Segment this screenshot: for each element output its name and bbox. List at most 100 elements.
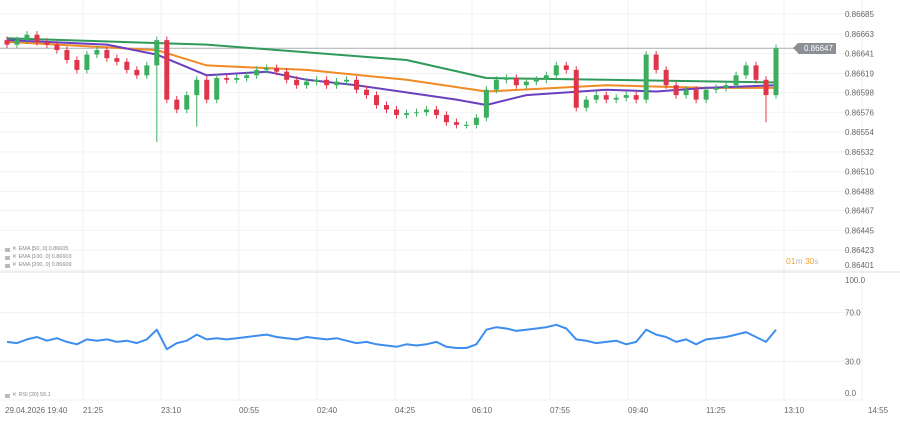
candle-body xyxy=(523,81,529,86)
candle-body xyxy=(214,78,220,100)
y-tick-label: 0.86445 xyxy=(845,226,874,235)
candle-body xyxy=(354,79,360,90)
x-tick-label: 11:25 xyxy=(706,406,726,415)
rsi-tick-label: 0.0 xyxy=(845,389,857,398)
candle-body xyxy=(633,95,639,100)
legend-ema50[interactable]: ✕ EMA [50, 0] 0.86605 xyxy=(5,246,68,253)
candle-body xyxy=(244,75,250,78)
y-tick-label: 0.86532 xyxy=(845,148,874,157)
x-tick-label: 23:10 xyxy=(161,406,182,415)
candle-body xyxy=(304,81,310,86)
candle-body xyxy=(74,59,80,70)
candle-body xyxy=(703,89,709,100)
x-tick-label: 00:55 xyxy=(239,406,260,415)
candle-body xyxy=(334,81,340,86)
candle-body xyxy=(314,79,320,82)
candle-body xyxy=(184,95,190,110)
candle-body xyxy=(613,97,619,100)
close-icon[interactable]: ✕ xyxy=(12,262,17,268)
last-price-tag: 0.86647 xyxy=(793,43,836,54)
legend-label: EMA [200, 0] 0.86609 xyxy=(18,262,72,268)
candle-body xyxy=(513,78,519,86)
y-tick-label: 0.86685 xyxy=(845,10,874,19)
legend-label: RSI [30] 56.1 xyxy=(18,392,51,398)
candle-body xyxy=(723,85,729,88)
candle-body xyxy=(643,54,649,100)
candle-body xyxy=(204,79,210,100)
x-tick-label: 06:10 xyxy=(472,406,493,415)
candle-body xyxy=(553,65,559,76)
x-tick-label: 09:40 xyxy=(628,406,649,415)
candle-body xyxy=(733,75,739,86)
settings-icon[interactable] xyxy=(5,255,10,260)
candle-body xyxy=(104,50,110,59)
candle-body xyxy=(543,75,549,80)
candle-body xyxy=(693,89,699,100)
legend-ema100[interactable]: ✕ EMA [100, 0] 0.86603 xyxy=(5,254,72,261)
candle-body xyxy=(493,79,499,90)
x-tick-label: 29.04.2026 19:40 xyxy=(5,406,68,415)
candle-body xyxy=(14,40,20,45)
close-icon[interactable]: ✕ xyxy=(12,246,17,252)
close-icon[interactable]: ✕ xyxy=(12,254,17,260)
settings-icon[interactable] xyxy=(5,247,10,252)
candle-body xyxy=(453,122,459,125)
x-tick-label: 14:55 xyxy=(868,406,889,415)
rsi-tick-label: 30.0 xyxy=(845,357,861,366)
candle-body xyxy=(393,109,399,115)
legend-label: EMA [50, 0] 0.86605 xyxy=(18,246,69,252)
candle-body xyxy=(593,95,599,100)
legend-rsi[interactable]: ✕ RSI [30] 56.1 xyxy=(5,392,51,399)
y-tick-label: 0.86510 xyxy=(845,168,874,177)
y-tick-label: 0.86598 xyxy=(845,88,874,97)
candle-body xyxy=(483,89,489,118)
rsi-line xyxy=(6,323,777,351)
candle-body xyxy=(134,69,140,76)
settings-icon[interactable] xyxy=(5,263,10,268)
candle-body xyxy=(673,85,679,96)
close-icon[interactable]: ✕ xyxy=(12,392,17,398)
candle-body xyxy=(234,78,240,80)
candle-body xyxy=(94,50,100,55)
candle-body xyxy=(384,105,390,110)
candle-body xyxy=(364,89,370,96)
candle-body xyxy=(743,65,749,76)
y-tick-label: 0.86467 xyxy=(845,207,874,216)
y-tick-label: 0.86663 xyxy=(845,30,874,39)
x-tick-label: 04:25 xyxy=(395,406,416,415)
candle-body xyxy=(753,65,759,80)
candle-body xyxy=(573,69,579,108)
candle-body xyxy=(54,44,60,51)
y-tick-label: 0.86576 xyxy=(845,108,874,117)
y-tick-label: 0.86619 xyxy=(845,69,874,78)
candle-body xyxy=(473,117,479,125)
candle-body xyxy=(773,48,779,96)
x-tick-label: 13:10 xyxy=(784,406,805,415)
candle-body xyxy=(533,79,539,82)
settings-icon[interactable] xyxy=(5,393,10,398)
candle-body xyxy=(154,40,160,66)
candle-body xyxy=(294,79,300,86)
y-tick-label: 0.86488 xyxy=(845,188,874,197)
candle-body xyxy=(114,58,120,62)
candle-body xyxy=(663,69,669,86)
rsi-tick-label: 100.0 xyxy=(845,276,866,285)
candle-body xyxy=(284,71,290,80)
ema50-line xyxy=(6,39,777,106)
candle-body xyxy=(683,89,689,96)
candle-body xyxy=(374,95,380,106)
candle-body xyxy=(603,95,609,100)
legend-ema200[interactable]: ✕ EMA [200, 0] 0.86609 xyxy=(5,262,72,269)
candle-body xyxy=(4,40,10,45)
candle-body xyxy=(164,40,170,100)
candle-body xyxy=(124,61,130,70)
y-tick-label: 0.86641 xyxy=(845,50,874,59)
candle-body xyxy=(174,99,180,110)
candle-body xyxy=(713,87,719,90)
candle-body xyxy=(433,109,439,115)
candle-body xyxy=(194,79,200,96)
candle-body xyxy=(274,68,280,72)
candle-body xyxy=(144,65,150,76)
